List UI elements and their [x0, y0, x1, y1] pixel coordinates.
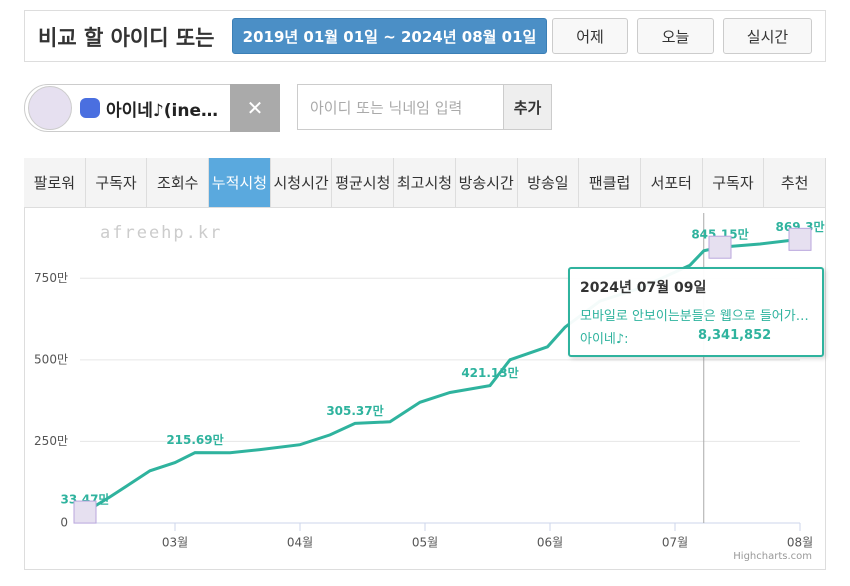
tooltip-series: 아이네♪:	[580, 332, 629, 347]
x-tick-label: 03월	[162, 536, 188, 550]
tab[interactable]: 조회수	[147, 158, 210, 208]
realtime-button[interactable]: 실시간	[723, 18, 812, 54]
tab[interactable]: 방송시간	[455, 158, 518, 208]
credits: Highcharts.com	[733, 551, 812, 562]
tab[interactable]: 누적시청	[209, 158, 271, 208]
data-label: 845.15만	[691, 227, 748, 242]
tab[interactable]: 팬클럽	[579, 158, 641, 208]
data-label: 33.47만	[61, 492, 110, 507]
date-range-button[interactable]: 2019년 01월 01일 ~ 2024년 08월 01일	[232, 18, 547, 54]
x-tick-label: 06월	[537, 536, 563, 550]
y-tick-label: 750만	[34, 271, 68, 285]
tab[interactable]: 구독자	[702, 158, 765, 208]
data-label: 305.37만	[326, 403, 383, 418]
tab[interactable]: 방송일	[517, 158, 580, 208]
x-tick-label: 07월	[662, 536, 688, 550]
title: 비교 할 아이디 또는	[38, 26, 215, 50]
y-tick-label: 0	[60, 516, 68, 530]
tooltip-value: 8,341,852	[698, 328, 772, 343]
x-tick-label: 08월	[787, 536, 813, 550]
platform-icon	[80, 98, 100, 118]
data-label: 421.13만	[461, 365, 518, 380]
tooltip-row: 아이네♪: 8,341,852	[580, 328, 812, 347]
avatar-marker	[708, 235, 732, 259]
y-tick-label: 500만	[34, 352, 68, 366]
tooltip-note: 모바일로 안보이는분들은 웹으로 들어가…	[580, 309, 809, 324]
series-line	[84, 237, 801, 514]
tooltip: 2024년 07월 09일 모바일로 안보이는분들은 웹으로 들어가… 아이네♪…	[568, 267, 824, 357]
add-button[interactable]: 추가	[503, 84, 552, 130]
avatar-marker	[73, 500, 97, 524]
tab[interactable]: 추천	[764, 158, 826, 208]
x-tick-label: 05월	[412, 536, 438, 550]
tab[interactable]: 최고시청	[394, 158, 456, 208]
tab[interactable]: 평균시청	[332, 158, 395, 208]
data-label: 215.69만	[166, 432, 223, 447]
watermark: afreehp.kr	[100, 223, 222, 243]
today-button[interactable]: 오늘	[637, 18, 714, 54]
y-tick-label: 250만	[34, 434, 68, 448]
tooltip-date: 2024년 07월 09일	[580, 280, 707, 296]
yesterday-button[interactable]: 어제	[552, 18, 628, 54]
data-label: 869.3만	[776, 219, 825, 234]
remove-button[interactable]: ✕	[230, 84, 280, 132]
x-tick-label: 04월	[287, 536, 313, 550]
tab[interactable]: 구독자	[85, 158, 148, 208]
avatar-marker	[788, 227, 812, 251]
user-name: 아이네♪(ine…	[106, 101, 218, 121]
tab[interactable]: 서포터	[640, 158, 703, 208]
tab[interactable]: 팔로워	[24, 158, 86, 208]
tab[interactable]: 시청시간	[270, 158, 333, 208]
avatar	[28, 86, 72, 130]
